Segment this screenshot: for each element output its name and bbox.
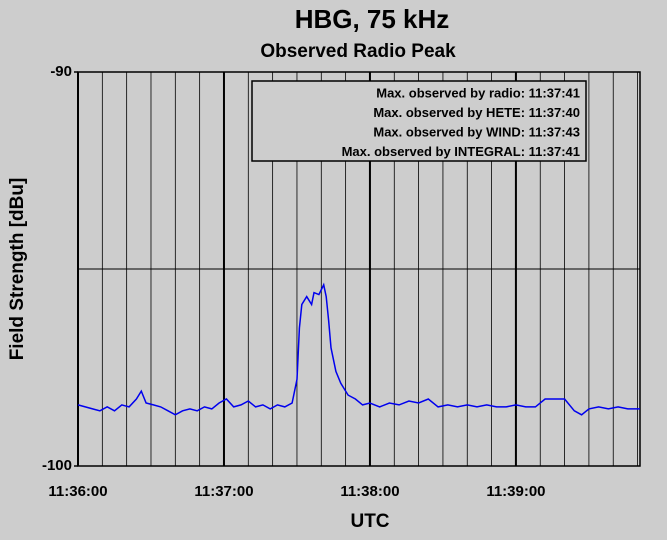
data-line xyxy=(77,282,640,416)
x-tick-label: 11:37:00 xyxy=(194,483,253,500)
legend-entry: Max. observed by radio: 11:37:41 xyxy=(376,85,580,100)
legend-entry: Max. observed by WIND: 11:37:43 xyxy=(373,124,580,139)
y-axis-label: Field Strength [dBu] xyxy=(7,178,28,361)
x-tick-label: 11:39:00 xyxy=(486,483,545,500)
y-tick-label: -100 xyxy=(42,457,72,474)
x-tick-label: 11:38:00 xyxy=(340,483,399,500)
plot-frame xyxy=(77,71,641,467)
x-axis-label: UTC xyxy=(350,511,389,532)
legend-entry: Max. observed by INTEGRAL: 11:37:41 xyxy=(342,144,580,159)
y-tick-label: -90 xyxy=(50,63,72,80)
chart-title: HBG, 75 kHz xyxy=(295,4,450,34)
chart-subtitle: Observed Radio Peak xyxy=(260,41,456,62)
legend-box xyxy=(251,80,587,162)
x-tick-label: 11:36:00 xyxy=(48,483,107,500)
legend-entry: Max. observed by HETE: 11:37:40 xyxy=(373,105,580,120)
